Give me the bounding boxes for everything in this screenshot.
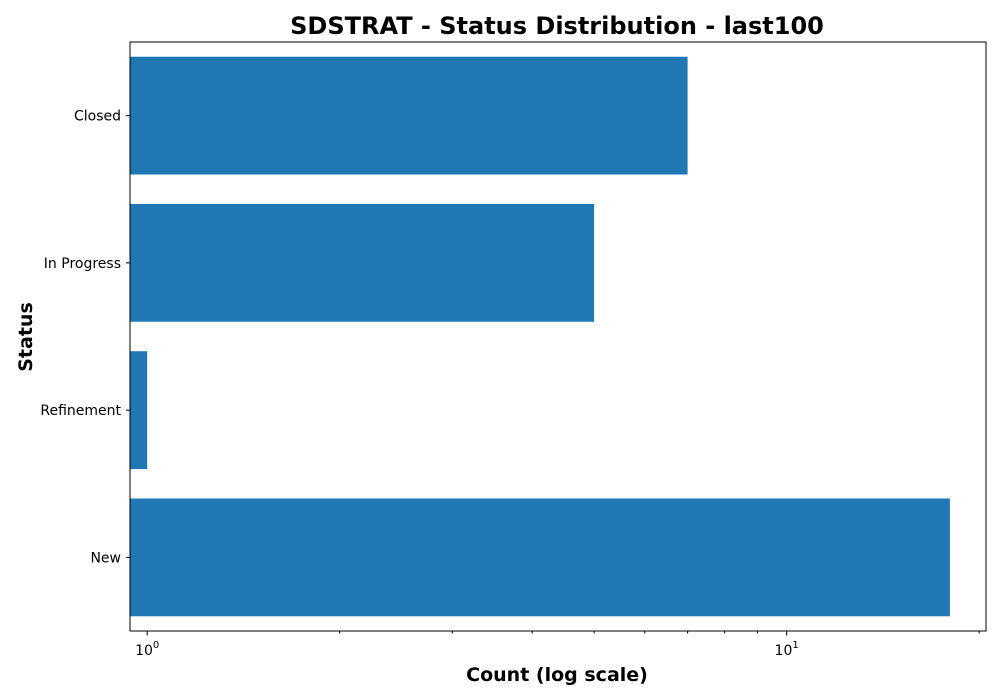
y-tick-label-new: New <box>90 550 121 566</box>
x-axis-label: Count (log scale) <box>466 664 648 686</box>
plot-frame <box>129 41 987 632</box>
y-tick-label-in-progress: In Progress <box>44 256 121 272</box>
y-tick-label-closed: Closed <box>74 109 121 125</box>
bars-layer <box>130 56 950 617</box>
x-tick-label-0: 100 <box>135 640 159 659</box>
y-tick-label-refinement: Refinement <box>40 403 121 419</box>
chart-title: SDSTRAT - Status Distribution - last100 <box>290 12 824 40</box>
bar-refinement <box>130 351 148 470</box>
x-axis-ticks: 100 101 <box>135 631 980 659</box>
y-axis-ticks: New Refinement In Progress Closed <box>40 109 130 566</box>
bar-closed <box>130 56 688 175</box>
x-tick-label-1: 101 <box>775 640 799 659</box>
y-axis-label: Status <box>15 302 37 372</box>
bar-new <box>130 498 950 617</box>
bar-in-progress <box>130 203 595 322</box>
